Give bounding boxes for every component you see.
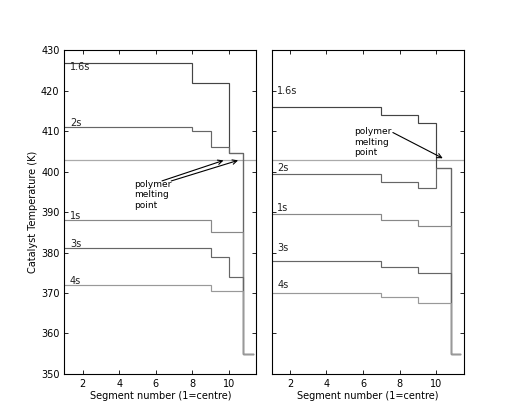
Text: 4s: 4s <box>277 280 288 290</box>
X-axis label: Segment number (1=centre): Segment number (1=centre) <box>297 391 438 402</box>
Text: polymer
melting
point: polymer melting point <box>134 180 171 210</box>
Text: 3s: 3s <box>70 239 81 249</box>
X-axis label: Segment number (1=centre): Segment number (1=centre) <box>90 391 231 402</box>
Text: 2s: 2s <box>70 118 81 128</box>
Y-axis label: Catalyst Temperature (K): Catalyst Temperature (K) <box>28 151 38 273</box>
Text: polymer
melting
point: polymer melting point <box>354 127 391 157</box>
Text: 4s: 4s <box>70 276 81 286</box>
Text: 2s: 2s <box>277 163 288 173</box>
Text: 1s: 1s <box>70 211 81 221</box>
Text: 1.6s: 1.6s <box>277 86 298 96</box>
Text: 1.6s: 1.6s <box>70 62 90 71</box>
Text: 1s: 1s <box>277 203 288 213</box>
Text: 3s: 3s <box>277 244 288 254</box>
